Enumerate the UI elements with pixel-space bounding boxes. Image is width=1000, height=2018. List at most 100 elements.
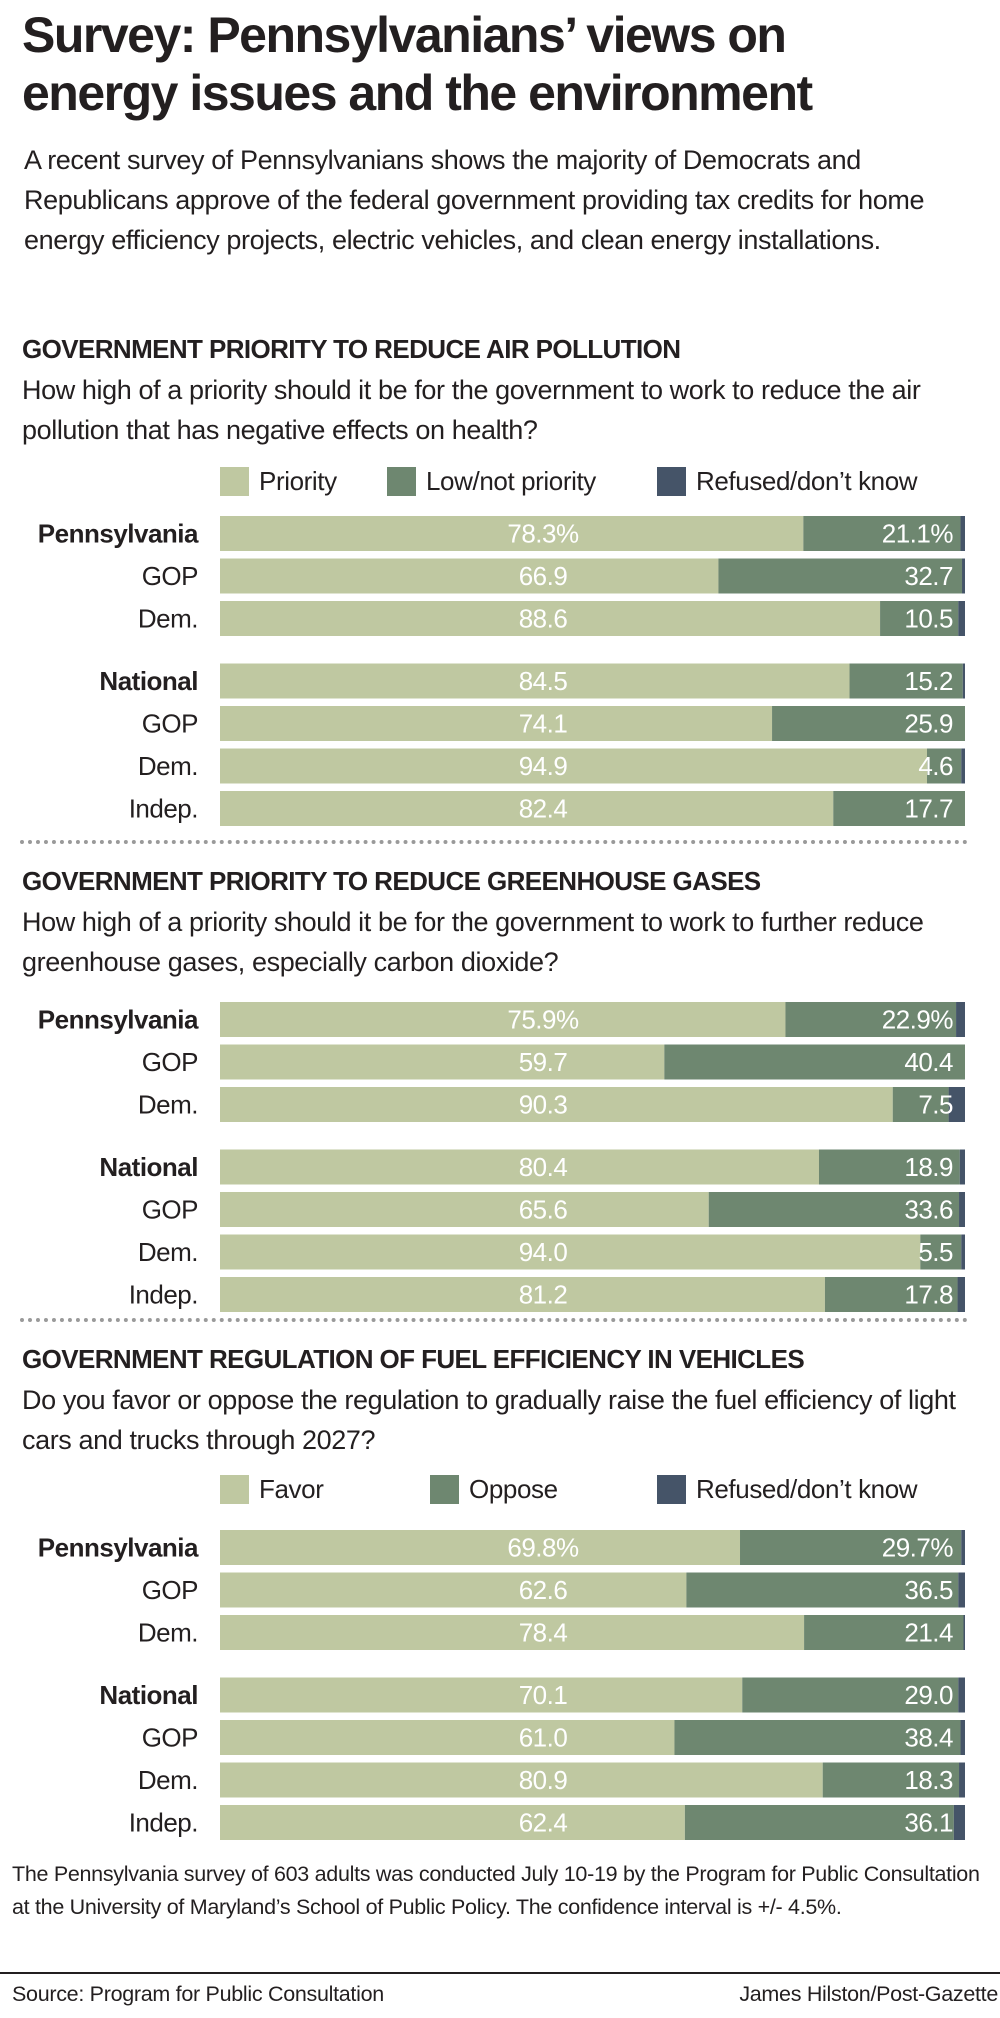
bar-segment-oppose <box>740 1530 962 1565</box>
row-label: GOP <box>142 709 198 739</box>
bar-row: Dem. 94.9 4.6 <box>138 748 965 784</box>
row-label: Pennsylvania <box>38 519 199 549</box>
data-label-oppose: 7.5 <box>918 1090 953 1120</box>
bar-segment-oppose <box>927 748 962 784</box>
data-label-favor: 90.3 <box>519 1090 568 1120</box>
bar-segment-favor <box>220 1720 675 1755</box>
bar-segment-oppose <box>833 791 965 826</box>
bar-segment-oppose <box>892 1087 949 1122</box>
data-label-oppose: 38.4 <box>904 1723 953 1753</box>
bar-segment-favor <box>220 1149 819 1185</box>
data-label-oppose: 25.9 <box>904 709 953 739</box>
bar-segment-favor <box>220 1192 709 1227</box>
legend-item-favor: Favor <box>220 1474 324 1505</box>
bar-row: National 84.5 15.2 <box>99 663 965 699</box>
bar-segment-favor <box>220 1277 825 1312</box>
bar-segment-favor <box>220 706 773 741</box>
data-label-favor: 75.9% <box>507 1005 579 1035</box>
bar-segment-favor <box>220 1615 805 1650</box>
data-label-oppose: 32.7 <box>904 561 953 591</box>
bar-segment-oppose <box>849 663 963 699</box>
row-label: Indep. <box>129 1280 198 1310</box>
row-label: Dem. <box>138 751 198 781</box>
data-label-oppose: 17.8 <box>904 1280 953 1310</box>
bar-segment-oppose <box>718 558 963 594</box>
bar-segment-refused <box>958 601 965 636</box>
author-credit: James Hilston/Post-Gazette <box>739 1982 998 2006</box>
bar-row: GOP 66.9 32.7 <box>142 558 965 594</box>
bar-row: GOP 59.7 40.4 <box>142 1044 965 1080</box>
row-label: Pennsylvania <box>38 1005 199 1035</box>
data-label-oppose: 18.3 <box>904 1765 953 1795</box>
bar-segment-oppose <box>674 1720 961 1755</box>
legend-label: Low/not priority <box>426 466 596 496</box>
data-label-favor: 78.4 <box>519 1618 568 1648</box>
row-label: GOP <box>142 1723 198 1753</box>
bar-segment-favor <box>220 1572 687 1608</box>
data-label-favor: 94.9 <box>519 751 568 781</box>
data-label-oppose: 4.6 <box>918 751 953 781</box>
bar-segment-refused <box>959 1762 965 1798</box>
section-divider <box>20 840 968 844</box>
row-label: Dem. <box>138 1237 198 1267</box>
legend-item-refused: Refused/don’t know <box>657 1474 918 1505</box>
bar-row: Pennsylvania 78.3% 21.1% <box>38 516 965 551</box>
bar-segment-oppose <box>822 1762 960 1798</box>
section-title: GOVERNMENT REGULATION OF FUEL EFFICIENCY… <box>22 1344 805 1374</box>
data-label-oppose: 17.7 <box>904 794 953 824</box>
legend-swatch-navy <box>657 467 686 496</box>
data-label-oppose: 10.5 <box>904 604 953 634</box>
data-label-favor: 65.6 <box>519 1195 568 1225</box>
bar-row: National 70.1 29.0 <box>99 1677 965 1713</box>
row-label: Dem. <box>138 1765 198 1795</box>
bar-segment-refused <box>956 1002 965 1037</box>
section-question: How high of a priority should it be for … <box>22 907 924 977</box>
bar-row: Dem. 94.0 5.5 <box>138 1234 965 1270</box>
data-label-favor: 80.4 <box>519 1152 568 1182</box>
bar-segment-favor <box>220 1002 786 1037</box>
data-label-favor: 84.5 <box>519 666 568 696</box>
row-label: Dem. <box>138 604 198 634</box>
data-label-favor: 69.8% <box>507 1533 579 1563</box>
data-label-oppose: 5.5 <box>918 1237 953 1267</box>
section-title: GOVERNMENT PRIORITY TO REDUCE GREENHOUSE… <box>22 866 761 896</box>
bar-row: Indep. 81.2 17.8 <box>129 1277 965 1312</box>
data-label-favor: 88.6 <box>519 604 568 634</box>
bar-segment-favor <box>220 1234 921 1270</box>
section-question: How high of a priority should it be for … <box>22 375 921 445</box>
bar-segment-oppose <box>772 706 965 741</box>
bar-segment-favor <box>220 748 928 784</box>
bar-segment-refused <box>961 748 965 784</box>
data-label-favor: 70.1 <box>519 1680 568 1710</box>
bar-row: GOP 62.6 36.5 <box>142 1572 965 1608</box>
bar-segment-favor <box>220 1677 743 1713</box>
bar-segment-refused <box>961 1234 965 1270</box>
row-label: Indep. <box>129 794 198 824</box>
data-label-oppose: 40.4 <box>904 1047 953 1077</box>
data-label-favor: 59.7 <box>519 1047 568 1077</box>
bar-row: GOP 61.0 38.4 <box>142 1720 965 1755</box>
stacked-bar-chart-air-pollution: Pennsylvania 78.3% 21.1% GOP 66.9 32.7 Dem. 88.… <box>38 516 965 826</box>
legend-swatch-dark-green <box>430 1475 459 1504</box>
legend-label: Refused/don’t know <box>696 1474 918 1504</box>
bar-row: Dem. 78.4 21.4 <box>138 1615 965 1650</box>
row-label: Dem. <box>138 1618 198 1648</box>
legend-swatch-light-green <box>220 1475 249 1504</box>
legend-swatch-navy <box>657 1475 686 1504</box>
legend-item-priority: Priority <box>220 466 337 497</box>
data-label-oppose: 36.5 <box>904 1575 953 1605</box>
bar-segment-favor <box>220 1762 823 1798</box>
data-label-oppose: 22.9% <box>882 1005 954 1035</box>
bar-segment-favor <box>220 1087 893 1122</box>
stacked-bar-chart-fuel-efficiency: Pennsylvania 69.8% 29.7% GOP 62.6 36.5 Dem. 78.… <box>38 1530 965 1840</box>
bar-segment-oppose <box>803 516 961 551</box>
row-label: GOP <box>142 561 198 591</box>
bar-segment-refused <box>948 1087 965 1122</box>
row-label: National <box>99 1680 198 1710</box>
bar-segment-oppose <box>824 1277 958 1312</box>
legend: Favor Oppose Refused/don’t know <box>220 1474 980 1504</box>
bar-segment-refused <box>962 558 965 594</box>
legend-item-refused: Refused/don’t know <box>657 466 918 497</box>
row-label: GOP <box>142 1575 198 1605</box>
methodology-note: The Pennsylvania survey of 603 adults wa… <box>12 1862 980 1919</box>
